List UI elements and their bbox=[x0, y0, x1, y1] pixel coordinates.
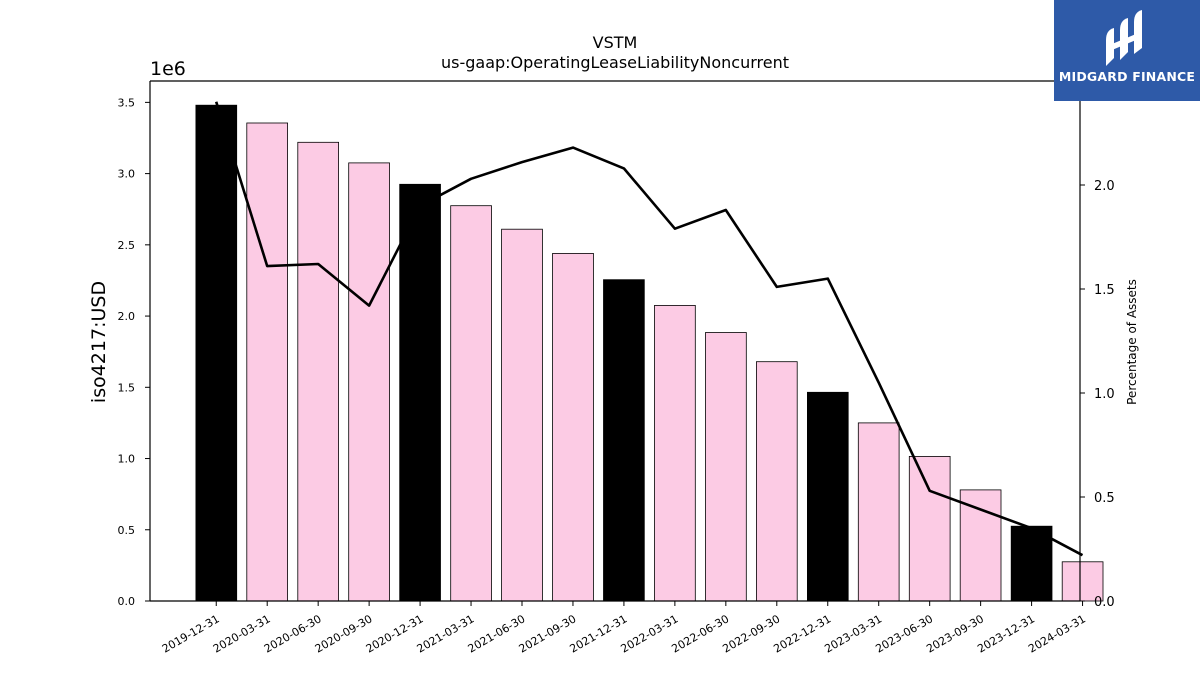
bar-2020-03-31 bbox=[246, 122, 289, 602]
y2-tick-label: 0.0 bbox=[1094, 595, 1115, 610]
y-tick-label: 2.0 bbox=[118, 310, 136, 323]
bar-2024-03-31 bbox=[1061, 561, 1104, 602]
y2-tick-label: 1.5 bbox=[1094, 283, 1115, 298]
bar-2023-12-31 bbox=[1010, 525, 1053, 602]
x-tick-label: 2020-03-31 bbox=[211, 612, 273, 655]
y2-tick-label: 1.0 bbox=[1094, 387, 1115, 402]
bar-2023-06-30 bbox=[908, 455, 951, 602]
y-tick-label: 0.5 bbox=[118, 524, 136, 537]
bar-2022-09-30 bbox=[756, 361, 798, 602]
y-tick-label: 2.5 bbox=[118, 239, 136, 252]
bar-2023-03-31 bbox=[857, 422, 900, 602]
x-tick-label: 2021-03-31 bbox=[415, 612, 477, 655]
midgard-finance-logo: MIDGARD FINANCE bbox=[1054, 0, 1200, 101]
line-group bbox=[214, 101, 1084, 557]
bar-2020-12-31 bbox=[399, 183, 441, 602]
y2-tick-label: 0.5 bbox=[1094, 491, 1115, 506]
y2-axis-label: Percentage of Assets bbox=[1125, 279, 1139, 405]
bar-2021-03-31 bbox=[450, 205, 492, 602]
y-tick-label: 3.5 bbox=[118, 96, 136, 109]
y2-tick-label: 2.0 bbox=[1094, 179, 1115, 194]
midgard-logo-icon bbox=[1106, 10, 1142, 66]
bar-2022-12-31 bbox=[807, 391, 849, 602]
x-tick-label: 2023-09-30 bbox=[924, 612, 986, 655]
bar-2022-06-30 bbox=[705, 332, 747, 602]
bar-2019-12-31 bbox=[195, 104, 238, 602]
y-tick-label: 0.0 bbox=[118, 595, 136, 608]
x-tick-label: 2024-03-31 bbox=[1026, 612, 1088, 655]
y-tick-label: 1.0 bbox=[118, 453, 136, 466]
bar-2021-06-30 bbox=[501, 228, 543, 602]
bar-2020-09-30 bbox=[348, 162, 390, 602]
bar-2023-09-30 bbox=[959, 489, 1002, 602]
bar-2021-12-31 bbox=[603, 279, 645, 602]
bar-2020-06-30 bbox=[297, 141, 339, 602]
x-tick-label: 2021-06-30 bbox=[466, 612, 528, 655]
x-tick-label: 2019-12-31 bbox=[160, 612, 222, 655]
chart-title: VSTM bbox=[593, 33, 638, 52]
bar-2022-03-31 bbox=[654, 304, 696, 602]
y-axis-label: iso4217:USD bbox=[88, 281, 110, 403]
bars-group bbox=[195, 104, 1104, 602]
chart-subtitle: us-gaap:OperatingLeaseLiabilityNoncurren… bbox=[441, 53, 789, 72]
logo-text: MIDGARD FINANCE bbox=[1058, 69, 1196, 84]
x-tick-label: 2020-09-30 bbox=[313, 612, 375, 655]
x-tick-label: 2023-03-31 bbox=[822, 612, 884, 655]
y-tick-label: 3.0 bbox=[118, 168, 136, 181]
bar-2021-09-30 bbox=[552, 252, 594, 602]
x-tick-label: 2022-09-30 bbox=[720, 612, 782, 655]
x-tick-label: 2021-12-31 bbox=[568, 612, 630, 655]
y-multiplier-label: 1e6 bbox=[150, 58, 186, 80]
x-tick-label: 2022-06-30 bbox=[669, 612, 731, 655]
y-tick-label: 1.5 bbox=[118, 381, 136, 394]
percentage-line bbox=[214, 101, 1084, 557]
